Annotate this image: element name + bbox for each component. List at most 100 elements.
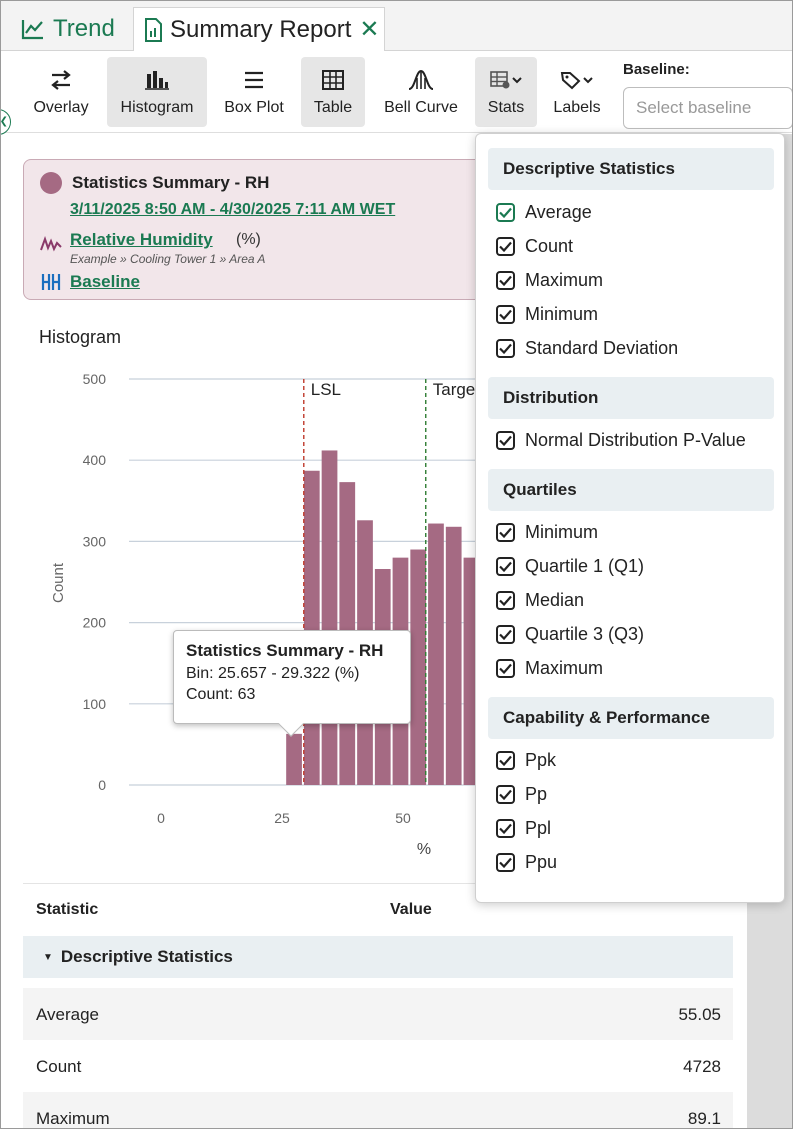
stat-option-average[interactable]: Average [496,198,592,226]
option-label: Minimum [525,521,599,542]
tab-trend[interactable]: Trend [21,7,115,51]
stat-option-std-dev[interactable]: Standard Deviation [496,334,678,362]
column-header-statistic[interactable]: Statistic [36,901,99,918]
toolbar: Overlay Histogram Box Plot Table [1,51,792,133]
checkbox-checked-icon[interactable] [496,658,515,678]
checkbox-checked-icon[interactable] [496,624,515,644]
summary-card: Statistics Summary - RH 3/11/2025 8:50 A… [23,159,493,300]
checkbox-checked-icon[interactable] [496,784,515,804]
summary-title: Statistics Summary - RH [72,173,270,192]
row-name: Count [36,1057,82,1076]
histogram-bar [321,450,338,785]
menu-lines-icon [245,71,263,89]
option-label: Pp [525,783,548,804]
histogram-button[interactable]: Histogram [107,57,207,127]
row-value: 55.05 [678,1005,721,1024]
stats-dropdown-icon [490,71,522,89]
histogram-chart: LSL Target 0 100 200 300 400 500 0 25 50 Count% [50,371,475,858]
x-axis-label: % [417,841,431,858]
group-row-descriptive[interactable]: ▼ Descriptive Statistics [23,936,733,978]
option-label: Ppl [525,817,552,838]
signal-unit: (%) [236,231,261,248]
tag-dropdown-icon [560,72,593,90]
y-tick-label: 100 [83,696,107,712]
bellcurve-button[interactable]: Bell Curve [377,57,465,127]
option-label: Standard Deviation [525,337,679,358]
x-tick-label: 25 [274,810,290,826]
labels-button[interactable]: Labels [547,57,607,127]
histogram-title: Histogram [39,327,122,347]
checkbox-checked-icon[interactable] [496,270,515,290]
checkbox-checked-icon[interactable] [496,852,515,872]
checkbox-checked-icon[interactable] [496,236,515,256]
table-row: Count 4728 [23,1040,733,1092]
section-divider [23,883,747,884]
checkbox-checked-icon[interactable] [496,818,515,838]
checkbox-checked-icon[interactable] [496,430,515,450]
spec-limit-label: LSL [311,380,341,399]
histogram-bar [445,526,462,785]
checkbox-checked-icon[interactable] [496,304,515,324]
row-value: 4728 [683,1057,721,1076]
table-row: Maximum 89.1 [23,1092,733,1128]
stats-button[interactable]: Stats [475,57,537,127]
checkbox-checked-icon[interactable] [496,522,515,542]
section-distribution: Distribution [488,377,774,419]
baseline-label: Baseline: [623,61,690,78]
table-row: Average 55.05 [23,988,733,1040]
checkbox-checked-icon[interactable] [496,590,515,610]
stat-option-count[interactable]: Count [496,232,573,260]
baseline-link[interactable]: Baseline [70,272,140,291]
asset-path: Example » Cooling Tower 1 » Area A [70,252,266,266]
stat-option-minimum[interactable]: Minimum [496,300,598,328]
stat-option-median[interactable]: Median [496,586,584,614]
boxplot-label: Box Plot [224,99,284,116]
overlay-button[interactable]: Overlay [25,57,97,127]
stat-option-ppl[interactable]: Ppl [496,814,551,842]
signal-wave-icon [40,236,62,252]
group-label: Descriptive Statistics [60,947,233,966]
tab-trend-label: Trend [53,15,115,42]
stat-option-q1[interactable]: Quartile 1 (Q1) [496,552,644,580]
stats-dropdown-menu: Descriptive Statistics Average Count Max… [475,133,785,903]
baseline-icon [41,274,61,290]
option-label: Normal Distribution P-Value [525,429,746,450]
option-label: Quartile 1 (Q1) [525,555,645,576]
stat-option-maximum[interactable]: Maximum [496,266,603,294]
signal-link[interactable]: Relative Humidity [70,230,213,249]
option-label: Maximum [525,269,604,290]
histogram-bar [463,557,475,785]
checkbox-checked-icon[interactable] [496,338,515,358]
stat-option-q-minimum[interactable]: Minimum [496,518,598,546]
stat-option-normal-p-value[interactable]: Normal Distribution P-Value [496,426,746,454]
caret-down-icon: ▼ [43,951,53,963]
checkbox-checked-icon[interactable] [496,202,515,222]
swap-arrows-icon [51,70,71,90]
checkbox-checked-icon[interactable] [496,750,515,770]
option-label: Median [525,589,585,610]
bell-curve-icon [408,69,434,90]
boxplot-button[interactable]: Box Plot [217,57,291,127]
tab-bar: Trend Summary Report ✕ [1,1,792,51]
spec-limit-label: Target [433,380,475,399]
tab-summary-report[interactable]: Summary Report ✕ [133,7,385,51]
y-tick-label: 0 [98,777,106,793]
x-tick-label: 50 [395,810,411,826]
close-tab-icon[interactable]: ✕ [359,16,380,43]
tooltip-title: Statistics Summary - RH [186,641,384,660]
stat-option-q-maximum[interactable]: Maximum [496,654,603,682]
column-header-value[interactable]: Value [390,901,432,918]
baseline-select[interactable] [623,87,792,129]
stat-option-q3[interactable]: Quartile 3 (Q3) [496,620,644,648]
option-label: Ppk [525,749,557,770]
option-label: Quartile 3 (Q3) [525,623,645,644]
x-tick-label: 0 [157,810,165,826]
table-button[interactable]: Table [301,57,365,127]
stat-option-ppu[interactable]: Ppu [496,848,557,876]
histogram-bar [428,523,444,785]
stat-option-pp[interactable]: Pp [496,780,547,808]
checkbox-checked-icon[interactable] [496,556,515,576]
date-range-link[interactable]: 3/11/2025 8:50 AM - 4/30/2025 7:11 AM WE… [70,201,396,218]
stat-option-ppk[interactable]: Ppk [496,746,556,774]
